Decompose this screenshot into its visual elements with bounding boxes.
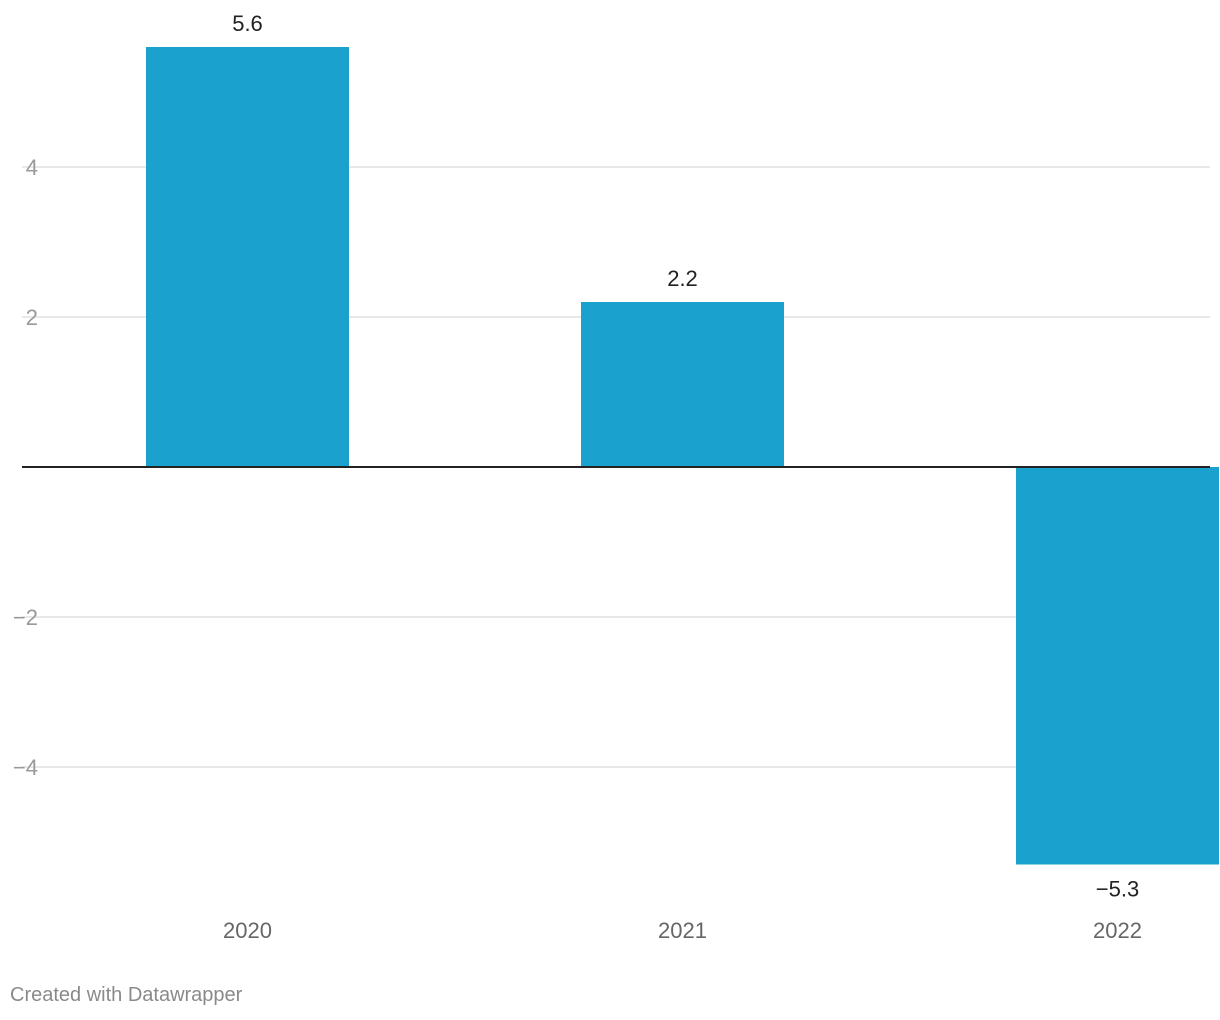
- labels: 4 2 −2 −4 5.6 2020 2.2 2021 −5.3 2022: [13, 11, 1142, 943]
- bar-2020: [146, 47, 349, 467]
- y-tick-label: 2: [26, 305, 38, 330]
- x-category-label: 2021: [658, 918, 707, 943]
- y-tick-label: 4: [26, 155, 38, 180]
- bars: [146, 47, 1219, 865]
- bar-2021: [581, 302, 784, 467]
- footer-credit: Created with Datawrapper: [10, 984, 243, 1006]
- bar-2022: [1016, 467, 1219, 865]
- x-category-label: 2022: [1093, 918, 1142, 943]
- bar-chart: 4 2 −2 −4 5.6 2020 2.2 2021 −5.3 2022: [13, 11, 1219, 943]
- bar-value-label: 5.6: [232, 11, 263, 36]
- x-category-label: 2020: [223, 918, 272, 943]
- y-tick-label: −4: [13, 755, 38, 780]
- bar-value-label: 2.2: [667, 266, 698, 291]
- bar-value-label: −5.3: [1096, 877, 1139, 902]
- y-tick-label: −2: [13, 605, 38, 630]
